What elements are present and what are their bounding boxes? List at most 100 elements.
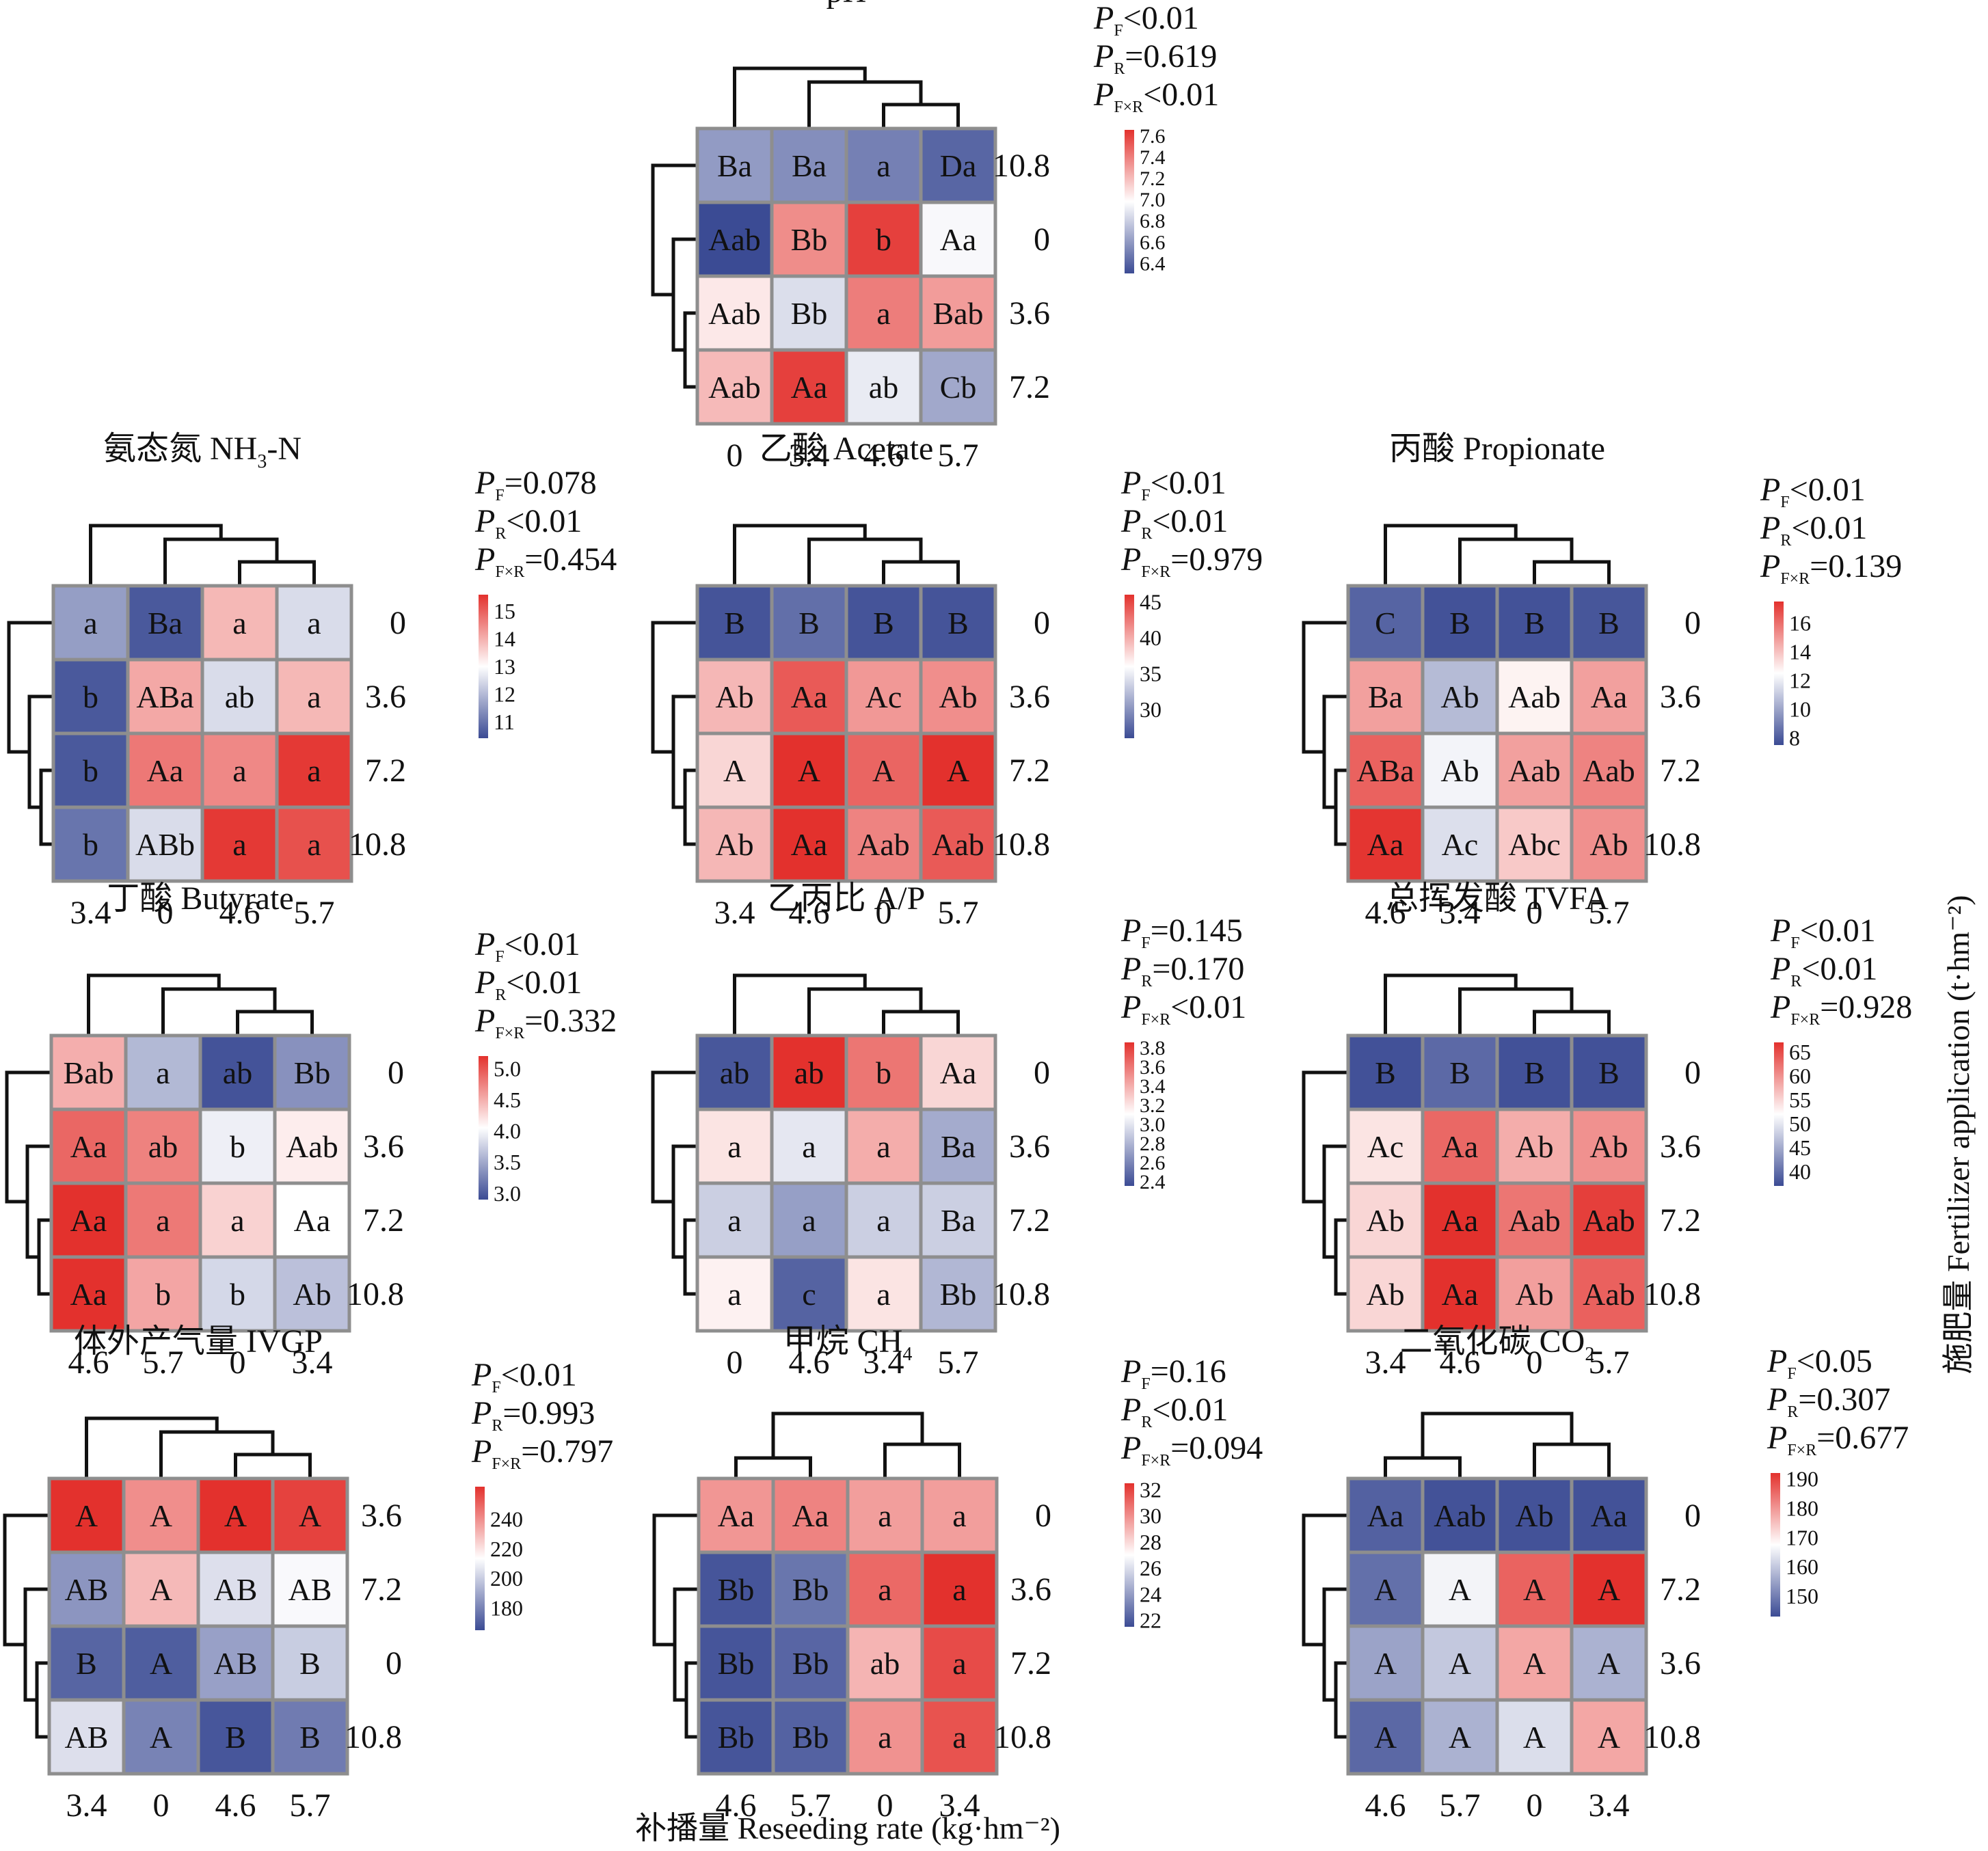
cell-significance-label: a	[83, 606, 97, 640]
legend-tick-label: 180	[490, 1596, 523, 1621]
p-symbol: P	[474, 465, 495, 501]
panel-title: 乙酸 Acetate	[760, 431, 934, 467]
dendrogram-branch	[882, 1010, 960, 1036]
legend-colorbar	[479, 1056, 488, 1200]
column-label-reseeding: 4.6	[716, 1787, 757, 1824]
p-value-text: =0.16	[1151, 1353, 1226, 1390]
p-symbol: P	[1093, 38, 1114, 75]
p-value-text: <0.01	[505, 926, 580, 962]
p-value-text: =0.170	[1152, 951, 1244, 987]
dendrogram-branch	[882, 103, 960, 129]
heatmap-cell	[844, 584, 923, 662]
p-symbol: P	[1760, 548, 1780, 584]
p-subscript: F	[495, 948, 504, 966]
cell-significance-label: Ab	[715, 679, 753, 714]
legend-tick-label: 2.8	[1140, 1133, 1166, 1155]
cell-significance-label: ab	[794, 1055, 824, 1090]
column-label-reseeding: 5.7	[790, 1787, 831, 1824]
cell-significance-label: a	[878, 1498, 891, 1533]
cell-significance-label: B	[948, 606, 969, 640]
panel-title-main: 丁酸 Butyrate	[107, 880, 293, 917]
dendrogram-branch	[7, 621, 53, 754]
cell-significance-label: a	[876, 148, 890, 183]
heatmap-cell	[1346, 1550, 1425, 1628]
p-symbol: P	[1770, 951, 1790, 987]
row-dendrogram	[7, 621, 53, 846]
dendrogram-branch	[89, 524, 223, 586]
p-value-fxr: PF×R<0.01	[1093, 77, 1219, 116]
p-value-fxr: PF×R=0.797	[471, 1433, 613, 1473]
heatmap-cell	[919, 658, 997, 735]
p-value-r: PR<0.01	[1770, 951, 1877, 990]
legend-tick-label: 3.4	[1140, 1075, 1166, 1098]
cell-significance-label: AB	[65, 1572, 109, 1607]
column-label-reseeding: 3.4	[292, 1345, 333, 1381]
cell-significance-label: Ab	[1440, 679, 1479, 714]
cell-significance-label: Aa	[1591, 679, 1628, 714]
column-label-reseeding: 5.7	[1440, 1787, 1481, 1824]
dendrogram-branch	[683, 768, 697, 846]
column-label-reseeding: 0	[877, 1787, 894, 1824]
column-label-reseeding: 5.7	[938, 437, 979, 474]
column-label-reseeding: 4.6	[1365, 1787, 1406, 1824]
legend-tick-label: 4.5	[494, 1087, 521, 1112]
dendrogram-branch	[1384, 524, 1518, 586]
p-value-f: PF=0.16	[1120, 1353, 1226, 1393]
cell-significance-label: A	[723, 753, 746, 788]
p-symbol: P	[1767, 1343, 1787, 1379]
row-label-fertilizer: 3.6	[1009, 679, 1050, 715]
cell-significance-label: Bb	[791, 222, 828, 257]
cell-significance-label: Aab	[708, 370, 761, 405]
cell-significance-label: A	[872, 753, 895, 788]
p-symbol: P	[471, 1433, 492, 1470]
row-label-fertilizer: 7.2	[1009, 369, 1050, 405]
column-dendrogram	[733, 66, 960, 129]
cell-significance-label: Aa	[940, 1055, 977, 1090]
column-label-reseeding: 0	[727, 1345, 743, 1381]
row-label-fertilizer: 7.2	[1010, 1645, 1051, 1681]
legend-tick-label: 2.6	[1140, 1152, 1166, 1174]
panel-title: 氨态氮 NH3-N	[103, 431, 301, 472]
cell-significance-label: Bb	[792, 1720, 829, 1755]
p-subscript: F×R	[495, 1025, 524, 1042]
heatmap-cell	[1570, 1255, 1648, 1333]
row-dendrogram	[3, 1513, 49, 1739]
heatmap-cell	[124, 1107, 202, 1185]
legend-tick-label: 3.6	[1140, 1056, 1166, 1079]
cell-significance-label: ab	[223, 1055, 252, 1090]
cell-significance-label: c	[802, 1277, 816, 1312]
row-dendrogram	[1302, 1070, 1348, 1296]
p-value-text: <0.01	[506, 964, 582, 1001]
cell-significance-label: a	[876, 1203, 890, 1238]
row-label-fertilizer: 3.6	[1009, 295, 1050, 332]
heatmap-cell	[1346, 805, 1425, 883]
legend-tick-label: 40	[1789, 1159, 1811, 1184]
cell-significance-label: a	[878, 1720, 891, 1755]
p-value-f: PF<0.01	[1770, 913, 1876, 952]
p-subscript: R	[1141, 525, 1152, 543]
heatmap-cell	[198, 1181, 277, 1259]
cell-significance-label: a	[727, 1203, 741, 1238]
p-subscript: R	[1787, 1403, 1798, 1421]
dendrogram-branch	[5, 1070, 51, 1204]
dendrogram-branch	[39, 768, 53, 846]
row-label-fertilizer: 10.8	[993, 148, 1050, 184]
legend-colorbar	[1774, 602, 1784, 745]
cell-significance-label: a	[232, 606, 246, 640]
heatmap-cell	[196, 1476, 275, 1554]
p-value-text: =0.454	[524, 541, 617, 578]
cell-significance-label: Aa	[791, 679, 828, 714]
panel-title: 甲烷 CH4	[783, 1323, 913, 1365]
p-subscript: F	[1141, 487, 1150, 504]
p-subscript: F	[1141, 1375, 1150, 1393]
dendrogram-branch	[651, 621, 697, 754]
cell-significance-label: Aa	[1442, 1277, 1479, 1312]
column-label-reseeding: 0	[157, 895, 174, 931]
cell-significance-label: B	[225, 1720, 246, 1755]
cell-significance-label: a	[230, 1203, 244, 1238]
legend-tick-label: 45	[1140, 590, 1161, 614]
cell-significance-label: A	[1374, 1572, 1397, 1607]
column-label-reseeding: 5.7	[938, 895, 979, 931]
p-value-fxr: PF×R=0.139	[1760, 548, 1902, 588]
